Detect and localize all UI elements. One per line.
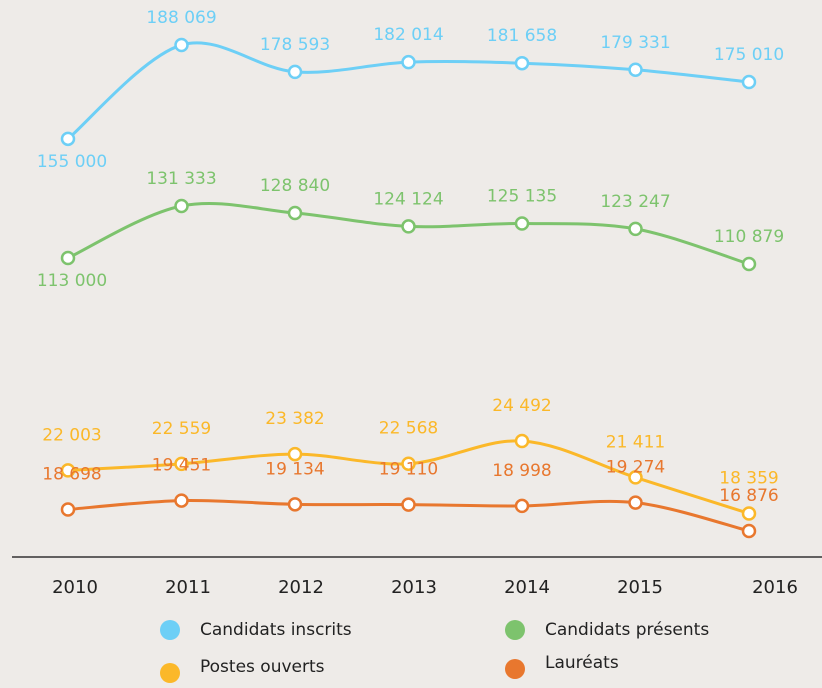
value-label: 179 331 (600, 33, 670, 53)
data-point (60, 250, 76, 266)
value-label: 18 359 (719, 468, 778, 488)
data-point (514, 216, 530, 231)
x-tick-label: 2016 (752, 577, 798, 598)
data-point (514, 433, 530, 449)
value-label: 175 010 (714, 45, 784, 65)
value-label: 19 274 (606, 458, 665, 478)
data-point (401, 456, 416, 471)
value-label: 178 593 (260, 35, 330, 55)
value-label: 182 014 (373, 25, 443, 45)
legend-swatch (160, 620, 180, 640)
value-label: 22 559 (152, 419, 211, 439)
legend-label: Candidats inscrits (200, 620, 352, 640)
x-tick-label: 2011 (165, 577, 211, 598)
data-point (514, 498, 530, 514)
value-label: 155 000 (37, 152, 107, 172)
value-label: 125 135 (487, 187, 557, 207)
data-point (514, 55, 530, 71)
value-label: 131 333 (146, 169, 216, 189)
legend-swatch (505, 659, 525, 679)
legend-label: Lauréats (545, 653, 619, 673)
data-point (628, 62, 643, 78)
x-tick-label: 2014 (504, 577, 550, 598)
value-label: 21 411 (606, 432, 665, 452)
value-label: 19 110 (379, 460, 438, 480)
x-tick-label: 2012 (278, 577, 324, 598)
value-label: 19 451 (152, 456, 211, 476)
value-label: 128 840 (260, 176, 330, 196)
data-point (741, 523, 757, 539)
value-label: 19 134 (265, 459, 324, 479)
value-label: 124 124 (373, 189, 443, 209)
value-label: 181 658 (487, 26, 557, 46)
data-point (287, 446, 303, 462)
x-tick-label: 2015 (617, 577, 663, 598)
data-point (741, 256, 757, 272)
series-line (67, 201, 750, 266)
data-point (174, 198, 189, 214)
data-point (628, 221, 643, 237)
data-point (287, 497, 303, 512)
legend-swatch (505, 620, 525, 640)
value-label: 23 382 (265, 409, 324, 429)
value-label: 18 998 (492, 461, 551, 481)
data-point (174, 37, 189, 53)
data-point (287, 64, 303, 80)
legend-label: Postes ouverts (200, 657, 325, 677)
x-tick-label: 2010 (52, 577, 98, 598)
value-label: 18 698 (42, 464, 101, 484)
value-label: 24 492 (492, 396, 551, 416)
data-point (174, 493, 189, 508)
data-point (401, 219, 416, 234)
data-point (174, 456, 189, 472)
value-label: 22 003 (42, 425, 101, 445)
value-label: 110 879 (714, 227, 784, 247)
value-label: 22 568 (379, 419, 438, 439)
legend-label: Candidats présents (545, 620, 709, 640)
data-point (741, 506, 757, 521)
value-label: 16 876 (719, 486, 778, 506)
data-point (401, 497, 416, 512)
data-point (628, 470, 643, 485)
x-tick-label: 2013 (391, 577, 437, 598)
data-point (60, 502, 76, 517)
value-label: 113 000 (37, 271, 107, 291)
data-point (741, 74, 757, 90)
value-label: 188 069 (146, 8, 216, 28)
data-point (287, 205, 303, 221)
data-point (401, 54, 416, 70)
data-point (628, 495, 643, 510)
data-point (60, 463, 76, 478)
legend-swatch (160, 663, 180, 683)
data-point (60, 131, 76, 147)
value-label: 123 247 (600, 192, 670, 212)
